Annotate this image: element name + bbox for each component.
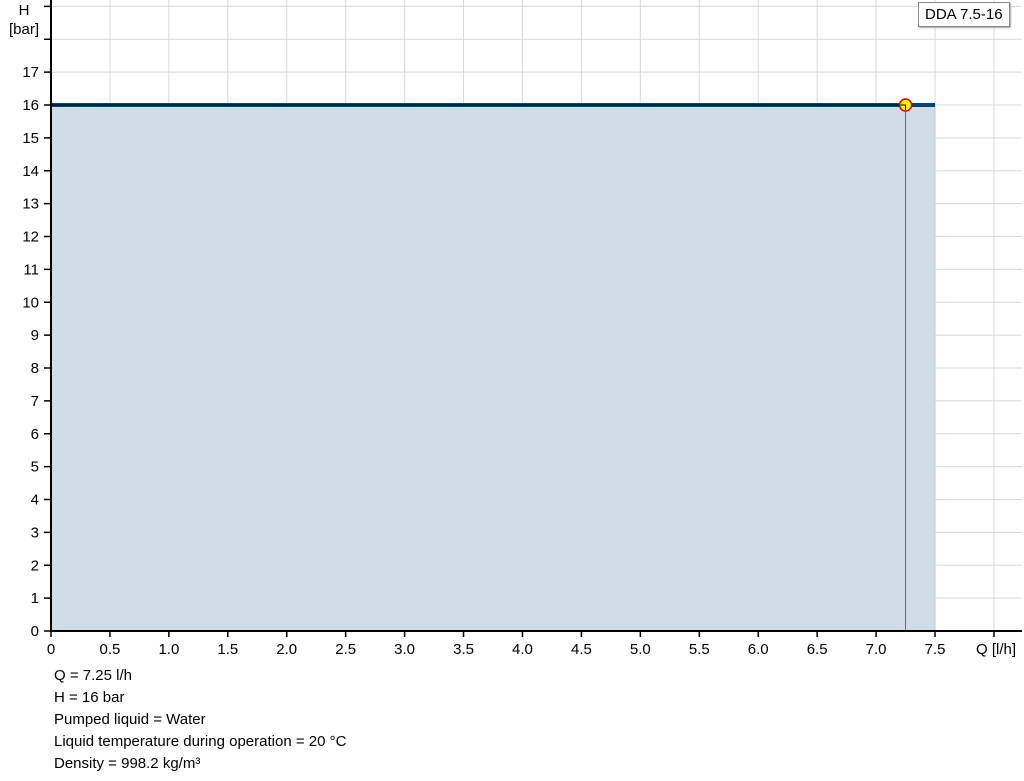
- y-tick-label: 9: [31, 327, 39, 344]
- x-tick-label: 7.0: [866, 641, 887, 658]
- x-tick-label: 3.0: [394, 641, 415, 658]
- curve-area: [50, 104, 936, 632]
- y-tick-label: 15: [22, 130, 39, 147]
- y-tick-label: 12: [22, 229, 39, 246]
- x-tick-label: 2.0: [276, 641, 297, 658]
- x-tick-label: 2.5: [335, 641, 356, 658]
- info-flow: Q = 7.25 l/h: [54, 667, 132, 684]
- info-temperature: Liquid temperature during operation = 20…: [54, 733, 347, 750]
- y-tick-label: 7: [31, 393, 39, 410]
- operating-point-marker: [900, 104, 907, 110]
- y-tick-label: 10: [22, 294, 39, 311]
- x-tick-label: 0: [47, 641, 55, 658]
- x-tick-label: 7.5: [925, 641, 946, 658]
- info-liquid: Pumped liquid = Water: [54, 711, 206, 728]
- x-tick-label: 1.0: [158, 641, 179, 658]
- y-tick-label: 5: [31, 459, 39, 476]
- info-density: Density = 998.2 kg/m³: [54, 755, 201, 772]
- y-tick-label: 0: [31, 623, 39, 640]
- info-head: H = 16 bar: [54, 689, 125, 706]
- y-axis-label: H: [19, 2, 30, 19]
- y-tick-label: 4: [31, 492, 39, 509]
- x-tick-label: 4.0: [512, 641, 533, 658]
- y-tick-label: 13: [22, 196, 39, 213]
- legend-series: DDA 7.5-16: [918, 2, 1010, 27]
- x-tick-label: 6.0: [748, 641, 769, 658]
- x-tick-label: 6.5: [807, 641, 828, 658]
- x-tick-label: 5.5: [689, 641, 710, 658]
- x-tick-label: 5.0: [630, 641, 651, 658]
- x-axis-label: Q [l/h]: [976, 641, 1016, 658]
- x-tick-label: 0.5: [100, 641, 121, 658]
- y-tick-label: 8: [31, 360, 39, 377]
- y-tick-label: 6: [31, 426, 39, 443]
- y-tick-label: 1: [31, 590, 39, 607]
- x-tick-label: 4.5: [571, 641, 592, 658]
- x-tick-label: 3.5: [453, 641, 474, 658]
- y-tick-label: 3: [31, 524, 39, 541]
- y-axis-unit: [bar]: [9, 21, 39, 38]
- y-tick-label: 14: [22, 163, 39, 180]
- y-tick-label: 16: [22, 97, 39, 114]
- y-tick-label: 2: [31, 557, 39, 574]
- pump-curve-chart: 0 0.5 1.0 1.5 2.0 2.5 3.0 3.5 4.0 4.5 5.0 5.5 6.0 6.5…: [9, 0, 1022, 658]
- operating-info: Q = 7.25 l/h H = 16 bar Pumped liquid = …: [54, 665, 346, 775]
- y-tick-label: 11: [23, 261, 39, 278]
- x-tick-label: 1.5: [217, 641, 238, 658]
- y-tick-label: 17: [22, 64, 39, 81]
